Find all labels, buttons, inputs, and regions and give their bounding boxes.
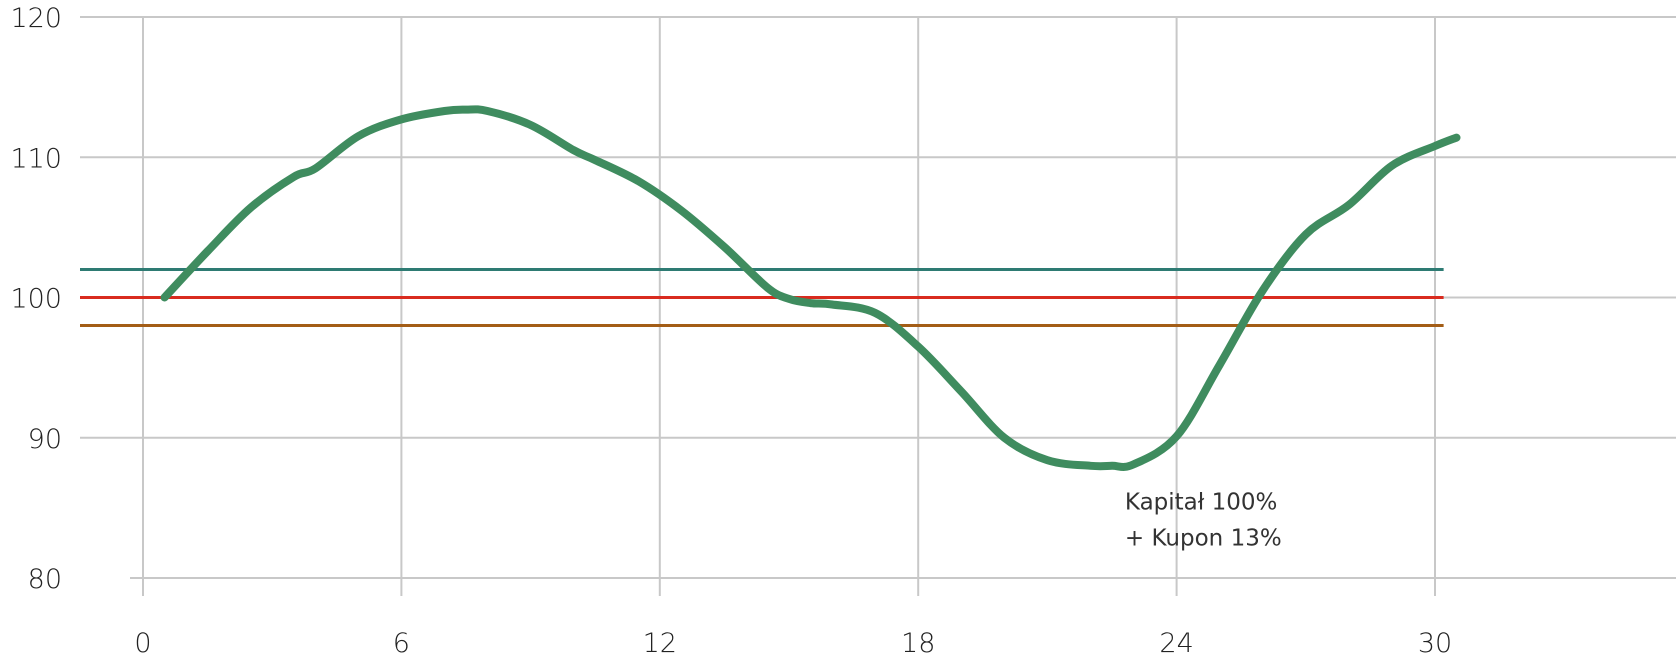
y-tick-label: 100 bbox=[10, 284, 62, 315]
reference-lines bbox=[80, 267, 1444, 328]
x-axis-ticks: 0 6 12 18 24 30 bbox=[134, 628, 1452, 659]
grid bbox=[80, 16, 1676, 596]
annotation-line: Kapitał 100% bbox=[1125, 489, 1277, 515]
annotation-line: + Kupon 13% bbox=[1125, 525, 1282, 551]
y-tick-label: 80 bbox=[28, 564, 62, 595]
y-axis-ticks: 80 90 100 110 120 bbox=[10, 3, 62, 595]
x-tick-label: 24 bbox=[1159, 628, 1193, 659]
x-tick-label: 0 bbox=[134, 628, 151, 659]
annotation: Kapitał 100% + Kupon 13% bbox=[1125, 489, 1282, 551]
x-tick-label: 12 bbox=[643, 628, 677, 659]
x-tick-label: 30 bbox=[1418, 628, 1452, 659]
y-tick-label: 120 bbox=[10, 3, 62, 34]
x-tick-label: 6 bbox=[393, 628, 410, 659]
y-tick-label: 110 bbox=[10, 143, 62, 174]
series-line bbox=[160, 105, 1461, 471]
x-tick-label: 18 bbox=[901, 628, 935, 659]
y-tick-label: 90 bbox=[28, 424, 62, 455]
series-layer bbox=[160, 105, 1461, 471]
